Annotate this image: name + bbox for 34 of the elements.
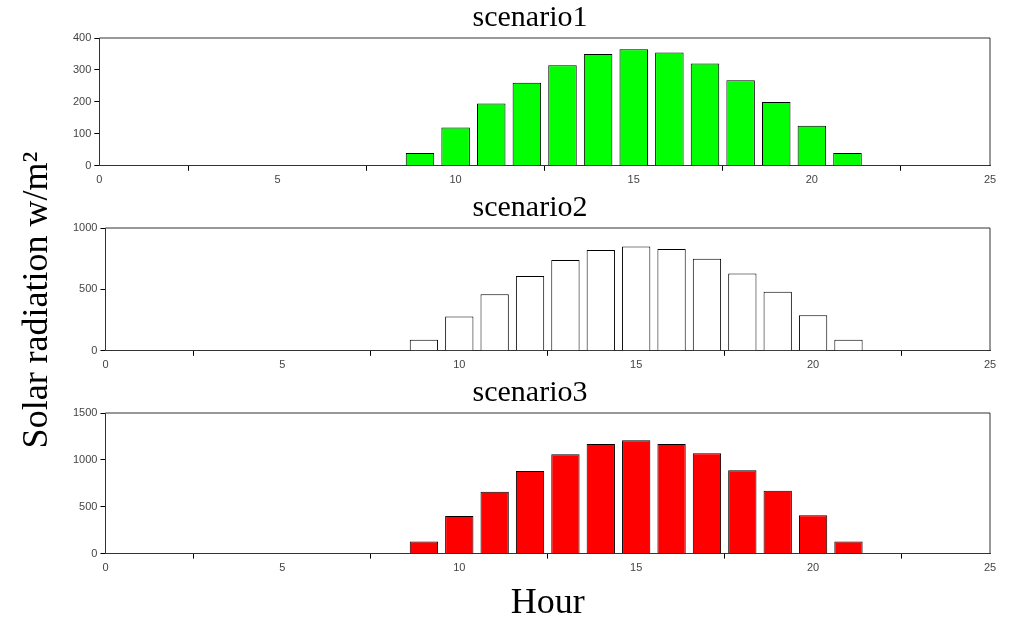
x-tick-label: 20 xyxy=(806,358,820,371)
y-tick-label: 1000 xyxy=(72,221,98,234)
x-tick-label: 5 xyxy=(274,173,281,186)
x-tick-label: 25 xyxy=(983,173,997,186)
x-tick-label: 5 xyxy=(279,561,286,574)
y-tick-label: 0 xyxy=(85,158,92,171)
y-tick-label: 400 xyxy=(72,31,92,44)
chart-title: scenario3 xyxy=(472,373,588,407)
y-tick-label: 100 xyxy=(72,126,92,139)
y-tick-label: 1000 xyxy=(72,452,98,465)
x-tick-label: 10 xyxy=(453,561,466,574)
y-tick-label: 500 xyxy=(79,499,98,512)
x-tick-label: 15 xyxy=(627,173,640,186)
y-tick-label: 1500 xyxy=(72,406,98,419)
x-tick-label: 0 xyxy=(102,358,109,371)
x-tick-label: 5 xyxy=(279,358,286,371)
y-tick-label: 0 xyxy=(91,546,98,559)
x-tick-label: 20 xyxy=(805,173,818,186)
x-tick-label: 0 xyxy=(102,561,109,574)
x-tick-label: 15 xyxy=(630,358,643,371)
y-tick-label: 300 xyxy=(72,62,92,75)
y-tick-label: 0 xyxy=(91,343,98,356)
x-tick-label: 25 xyxy=(983,358,997,371)
x-axis-title: Hour xyxy=(510,580,585,621)
chart-title: scenario2 xyxy=(472,188,588,222)
y-tick-label: 200 xyxy=(72,94,92,107)
x-tick-label: 20 xyxy=(806,561,820,574)
x-tick-label: 15 xyxy=(630,561,643,574)
y-axis-title: Solar radiation w/m² xyxy=(14,151,56,449)
x-tick-label: 10 xyxy=(453,358,466,371)
y-tick-label: 500 xyxy=(79,282,98,295)
x-tick-label: 10 xyxy=(449,173,462,186)
x-tick-label: 25 xyxy=(983,561,997,574)
chart-title: scenario1 xyxy=(472,0,588,32)
